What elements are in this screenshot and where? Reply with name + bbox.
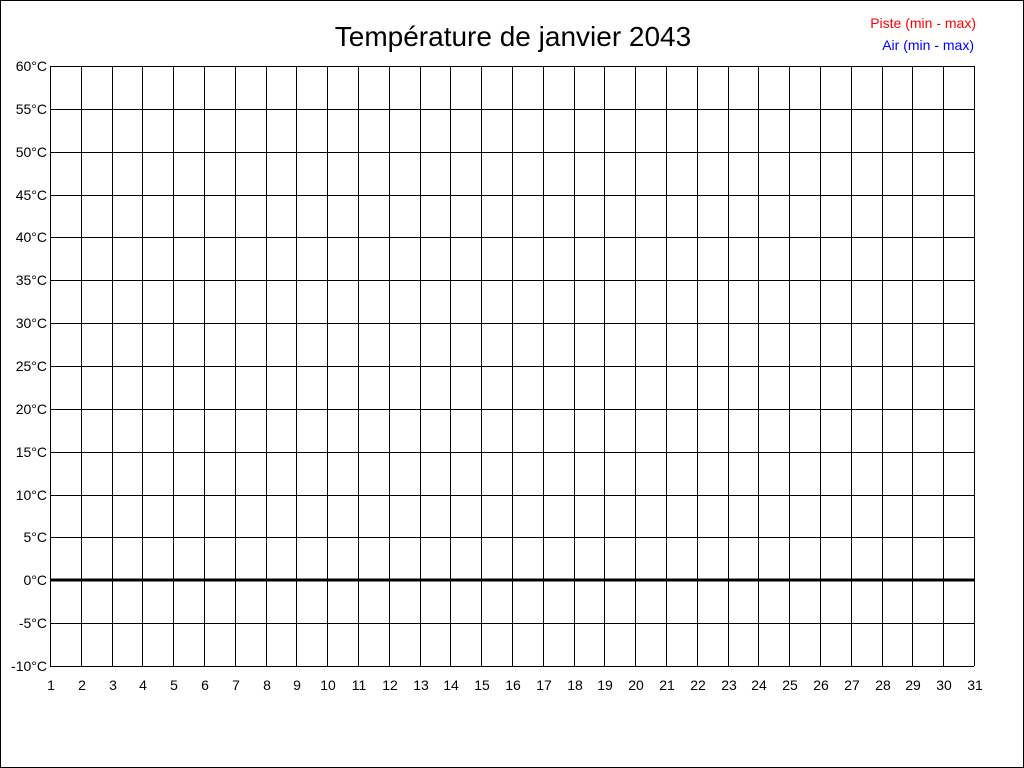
x-tick-label: 27 — [844, 677, 860, 693]
y-tick-label: 10°C — [16, 487, 47, 503]
x-tick-label: 25 — [782, 677, 798, 693]
x-tick-label: 30 — [936, 677, 952, 693]
y-tick-label: 35°C — [16, 272, 47, 288]
x-tick-label: 14 — [443, 677, 459, 693]
x-tick-label: 8 — [263, 677, 271, 693]
x-tick-label: 29 — [905, 677, 921, 693]
chart-title: Température de janvier 2043 — [335, 21, 691, 52]
x-tick-label: 13 — [413, 677, 429, 693]
x-tick-label: 7 — [232, 677, 240, 693]
y-tick-label: -10°C — [11, 658, 47, 674]
x-tick-label: 6 — [201, 677, 209, 693]
x-tick-label: 23 — [721, 677, 737, 693]
y-tick-label: 5°C — [24, 529, 48, 545]
x-tick-label: 18 — [567, 677, 583, 693]
x-axis: 1 2 3 4 5 6 7 8 9 10 11 12 13 14 15 16 17 18 19 20 21 22 23 24 2… — [47, 677, 983, 693]
x-tick-label: 24 — [751, 677, 767, 693]
y-tick-label: -5°C — [19, 615, 47, 631]
y-tick-label: 40°C — [16, 229, 47, 245]
y-tick-label: 60°C — [16, 58, 47, 74]
y-tick-label: 0°C — [24, 572, 48, 588]
x-tick-label: 17 — [536, 677, 552, 693]
x-tick-label: 15 — [474, 677, 490, 693]
y-tick-label: 25°C — [16, 358, 47, 374]
y-tick-label: 20°C — [16, 401, 47, 417]
x-tick-label: 4 — [139, 677, 147, 693]
x-tick-label: 28 — [875, 677, 891, 693]
x-tick-label: 21 — [659, 677, 675, 693]
x-tick-label: 26 — [813, 677, 829, 693]
x-tick-label: 1 — [47, 677, 55, 693]
x-tick-label: 16 — [505, 677, 521, 693]
y-tick-label: 30°C — [16, 315, 47, 331]
x-tick-label: 19 — [597, 677, 613, 693]
x-tick-label: 12 — [382, 677, 398, 693]
x-tick-label: 9 — [293, 677, 301, 693]
grid — [50, 66, 975, 667]
x-tick-label: 11 — [352, 677, 367, 693]
y-tick-label: 15°C — [16, 444, 47, 460]
x-tick-label: 20 — [628, 677, 644, 693]
y-tick-label: 50°C — [16, 144, 47, 160]
x-tick-label: 3 — [109, 677, 117, 693]
x-tick-label: 22 — [690, 677, 706, 693]
x-tick-label: 31 — [967, 677, 983, 693]
y-axis: -10°C -5°C 0°C 5°C 10°C 15°C 20°C 25°C 30°C 35°C 4… — [11, 58, 47, 674]
y-tick-label: 45°C — [16, 187, 47, 203]
x-tick-label: 2 — [78, 677, 86, 693]
y-tick-label: 55°C — [16, 101, 47, 117]
legend-air: Air (min - max) — [882, 37, 974, 53]
x-tick-label: 10 — [320, 677, 336, 693]
legend-piste: Piste (min - max) — [870, 15, 976, 31]
x-tick-label: 5 — [170, 677, 178, 693]
